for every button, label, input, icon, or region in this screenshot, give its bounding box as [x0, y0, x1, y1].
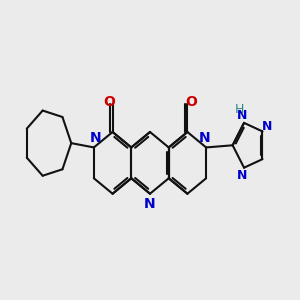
Text: O: O [185, 95, 197, 109]
Text: N: N [199, 131, 211, 145]
Text: H: H [234, 103, 244, 116]
Text: N: N [262, 120, 272, 134]
Text: N: N [144, 197, 156, 212]
Text: N: N [237, 169, 248, 182]
Text: N: N [237, 109, 248, 122]
Text: O: O [103, 95, 115, 109]
Text: N: N [89, 131, 101, 145]
